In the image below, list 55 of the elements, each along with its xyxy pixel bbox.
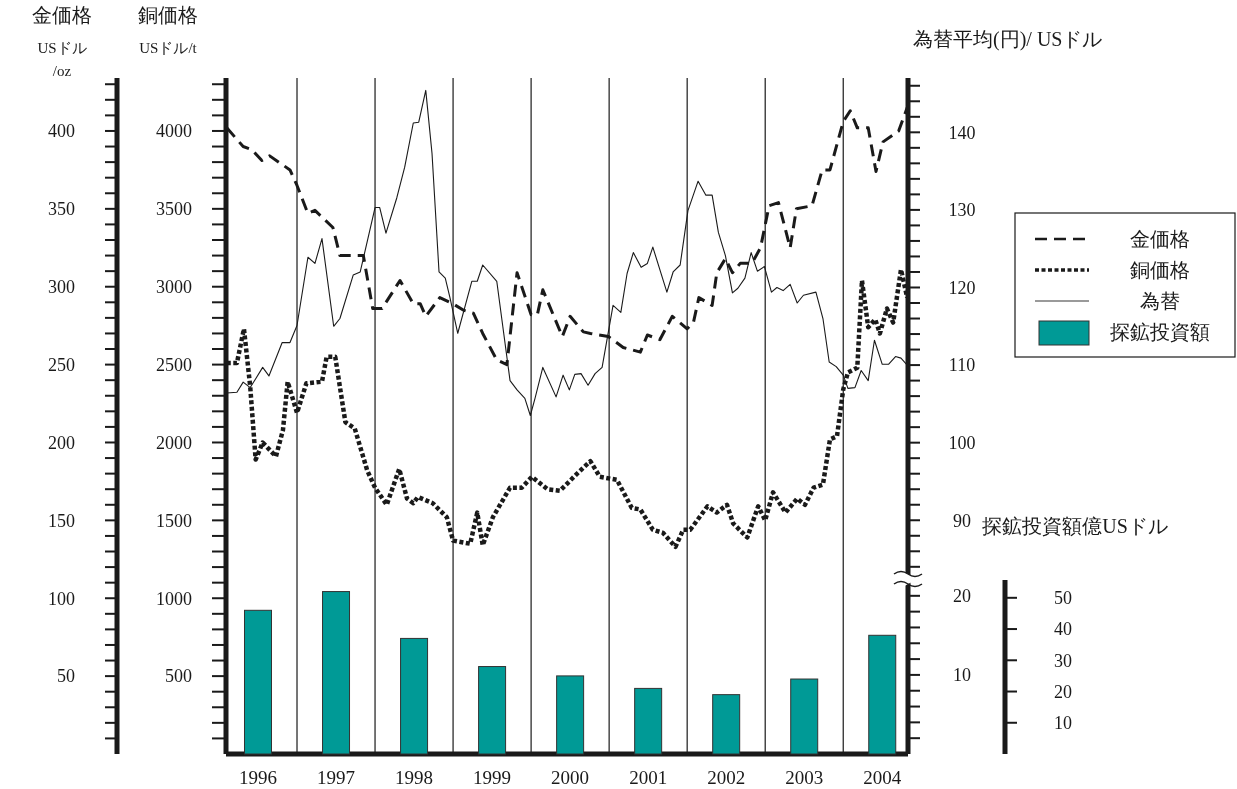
y-tick-label: 200 (48, 432, 75, 453)
bar (712, 694, 741, 755)
y-tick-label: 20 (1054, 681, 1072, 702)
y2-tick-label: 2500 (156, 354, 192, 375)
y2-tick-label: 20 (953, 586, 971, 607)
bar (400, 637, 429, 755)
y-tick-label: 30 (1054, 650, 1072, 671)
bar (790, 678, 819, 755)
y3-axis-title: 為替平均(円)/ USドル (913, 28, 1103, 51)
x-tick-label: 1999 (473, 767, 512, 788)
y-tick-label: 150 (48, 510, 75, 531)
y3-tick-label: 90 (953, 510, 971, 531)
bar (868, 634, 897, 755)
text: 為替 (1140, 290, 1180, 312)
y-tick-label: 50 (1054, 588, 1072, 609)
y-tick-label: 40 (1054, 619, 1072, 640)
y3-tick-label: 120 (948, 277, 976, 298)
y-tick-label: 10 (1054, 713, 1072, 734)
x-tick-label: 1998 (395, 767, 434, 788)
legend-label: 探鉱投資額 (1110, 321, 1210, 343)
x-tick-label: 2000 (551, 767, 590, 788)
legend-label: 銅価格 (1130, 259, 1190, 281)
y-axis-title: 金価格 USドル /oz (32, 4, 92, 79)
y3-tick-label: 110 (948, 355, 976, 376)
y-tick-label: 250 (48, 354, 75, 375)
x-tick-label: 2004 (863, 767, 902, 788)
y2-tick-label: 10 (953, 665, 971, 686)
x-tick-label: 1997 (317, 767, 356, 788)
y3-tick-label: 140 (948, 122, 976, 143)
legend-label: 金価格 (1130, 228, 1190, 250)
y2-tick-label: 1000 (156, 588, 192, 609)
bar (634, 687, 663, 755)
x-tick-label: 2003 (785, 767, 824, 788)
y3-tick-label: 130 (948, 200, 976, 221)
y3-tick-label: 100 (948, 432, 976, 453)
y2-axis-title: 銅価格 USドル/t (138, 4, 198, 56)
y2-tick-label: 1500 (156, 510, 192, 531)
x-tick-label: 2001 (629, 767, 668, 788)
y-tick-label: 100 (48, 588, 75, 609)
bar (478, 666, 507, 755)
y2-tick-label: 2000 (156, 432, 192, 453)
bar (322, 591, 351, 755)
y2-tick-label: 4000 (156, 121, 192, 142)
y2-tick-label: 500 (165, 666, 192, 687)
y-axis-title: 探鉱投資額億USドル (982, 515, 1168, 537)
y-tick-label: 400 (48, 121, 75, 142)
x-tick-label: 1996 (238, 767, 277, 788)
bar (556, 675, 585, 755)
x-tick-label: 2002 (707, 767, 746, 788)
y2-tick-label: 3500 (156, 199, 192, 220)
y-tick-label: 50 (57, 666, 75, 687)
bar (243, 609, 272, 755)
y-tick-label: 300 (48, 277, 75, 298)
y2-tick-label: 3000 (156, 277, 192, 298)
y-tick-label: 350 (48, 199, 75, 220)
